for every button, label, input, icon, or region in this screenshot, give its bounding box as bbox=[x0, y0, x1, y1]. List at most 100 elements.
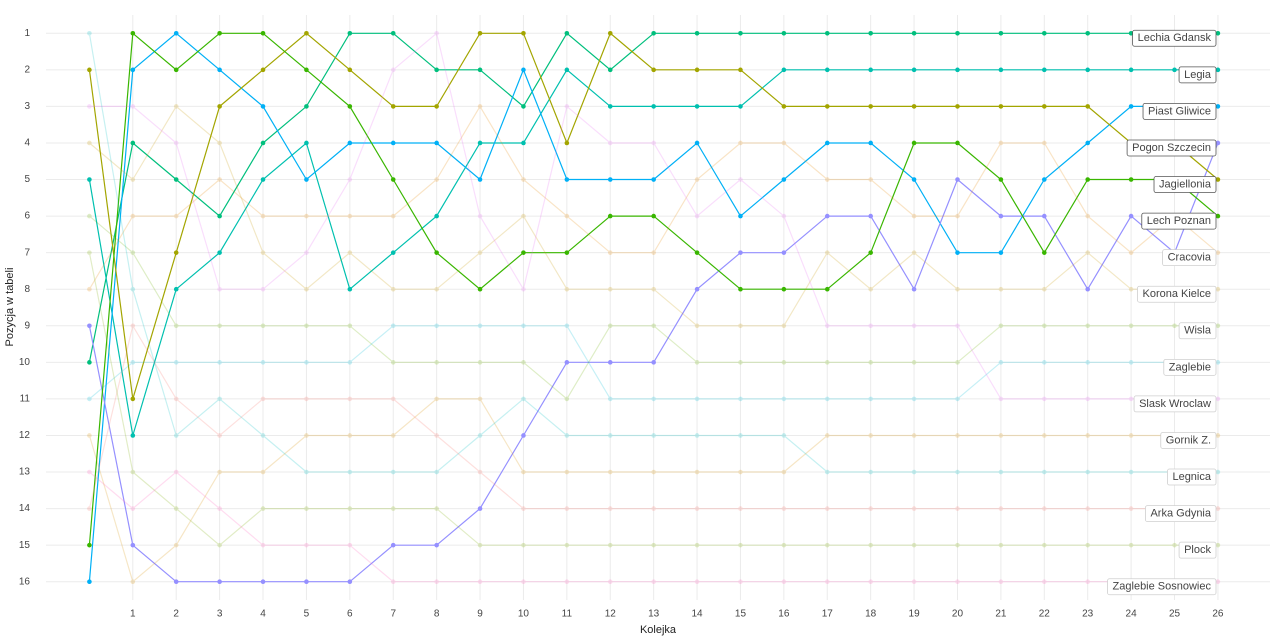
point bbox=[868, 323, 873, 329]
point bbox=[607, 104, 613, 109]
point bbox=[217, 213, 222, 219]
point bbox=[911, 213, 917, 219]
point bbox=[87, 579, 92, 585]
point bbox=[434, 433, 439, 438]
x-tick-label: 23 bbox=[1082, 609, 1094, 620]
x-tick-label: 14 bbox=[692, 609, 704, 620]
point bbox=[217, 177, 222, 182]
point bbox=[911, 433, 917, 438]
point bbox=[217, 469, 222, 475]
point bbox=[651, 286, 656, 292]
series bbox=[87, 250, 1221, 548]
point bbox=[911, 579, 917, 585]
point bbox=[955, 360, 960, 365]
point bbox=[390, 506, 396, 511]
point bbox=[173, 30, 179, 36]
point bbox=[1085, 286, 1091, 292]
point bbox=[1215, 177, 1221, 182]
y-tick-label: 4 bbox=[24, 138, 30, 149]
point bbox=[304, 104, 309, 109]
point bbox=[738, 30, 743, 36]
grid bbox=[46, 15, 1270, 600]
point bbox=[651, 104, 656, 109]
point bbox=[781, 286, 787, 292]
y-tick-label: 12 bbox=[19, 430, 31, 441]
point bbox=[824, 579, 830, 585]
point bbox=[304, 177, 309, 182]
point bbox=[651, 360, 656, 365]
point bbox=[173, 67, 179, 73]
y-tick-label: 15 bbox=[19, 540, 31, 551]
point bbox=[955, 177, 960, 182]
point bbox=[651, 67, 656, 73]
y-tick-label: 1 bbox=[24, 28, 30, 39]
x-tick-label: 25 bbox=[1169, 609, 1181, 620]
point bbox=[434, 469, 439, 475]
point bbox=[347, 30, 353, 36]
point bbox=[217, 250, 222, 255]
series bbox=[87, 30, 1221, 475]
point bbox=[1041, 433, 1047, 438]
label-box bbox=[1126, 139, 1217, 157]
point bbox=[1215, 250, 1221, 255]
point bbox=[434, 104, 439, 109]
point bbox=[1085, 469, 1091, 475]
point bbox=[347, 104, 353, 109]
point bbox=[607, 140, 613, 146]
point bbox=[173, 542, 179, 548]
point bbox=[694, 579, 700, 585]
x-tick-label: 26 bbox=[1212, 609, 1224, 620]
series bbox=[87, 104, 1221, 329]
point bbox=[1215, 286, 1221, 292]
point bbox=[217, 286, 222, 292]
point bbox=[1128, 542, 1134, 548]
y-tick-label: 3 bbox=[24, 101, 30, 112]
y-tick-label: 5 bbox=[24, 174, 30, 185]
point bbox=[1215, 67, 1221, 73]
point bbox=[87, 213, 92, 219]
point bbox=[1128, 67, 1134, 73]
point bbox=[87, 177, 92, 182]
point bbox=[1128, 469, 1134, 475]
point bbox=[1041, 177, 1047, 182]
point bbox=[694, 67, 700, 73]
point bbox=[347, 177, 353, 182]
point bbox=[607, 360, 613, 365]
point bbox=[521, 433, 526, 438]
point bbox=[824, 360, 830, 365]
point bbox=[130, 30, 136, 36]
point bbox=[1041, 67, 1047, 73]
point bbox=[173, 286, 179, 292]
point bbox=[260, 286, 266, 292]
y-tick-label: 14 bbox=[19, 503, 31, 514]
point bbox=[694, 433, 700, 438]
point bbox=[564, 213, 570, 219]
series-line bbox=[88, 105, 1219, 290]
point bbox=[955, 506, 960, 511]
point bbox=[304, 360, 309, 365]
point bbox=[868, 286, 873, 292]
point bbox=[824, 177, 830, 182]
point bbox=[911, 469, 917, 475]
point bbox=[390, 286, 396, 292]
point bbox=[911, 323, 917, 329]
series-label: Slask Wroclaw bbox=[1139, 398, 1211, 410]
series bbox=[87, 213, 1221, 402]
series bbox=[87, 140, 1221, 585]
series-label: Arka Gdynia bbox=[1150, 508, 1211, 520]
point bbox=[651, 396, 656, 402]
point bbox=[694, 177, 700, 182]
point bbox=[1215, 213, 1221, 219]
point bbox=[1085, 433, 1091, 438]
point bbox=[738, 506, 743, 511]
point bbox=[694, 250, 700, 255]
x-tick-label: 10 bbox=[518, 609, 530, 620]
point bbox=[564, 67, 570, 73]
x-tick-label: 13 bbox=[648, 609, 660, 620]
point bbox=[434, 506, 439, 511]
point bbox=[1128, 213, 1134, 219]
point bbox=[1215, 104, 1221, 109]
x-tick-label: 17 bbox=[822, 609, 834, 620]
point bbox=[911, 67, 917, 73]
point bbox=[347, 250, 353, 255]
